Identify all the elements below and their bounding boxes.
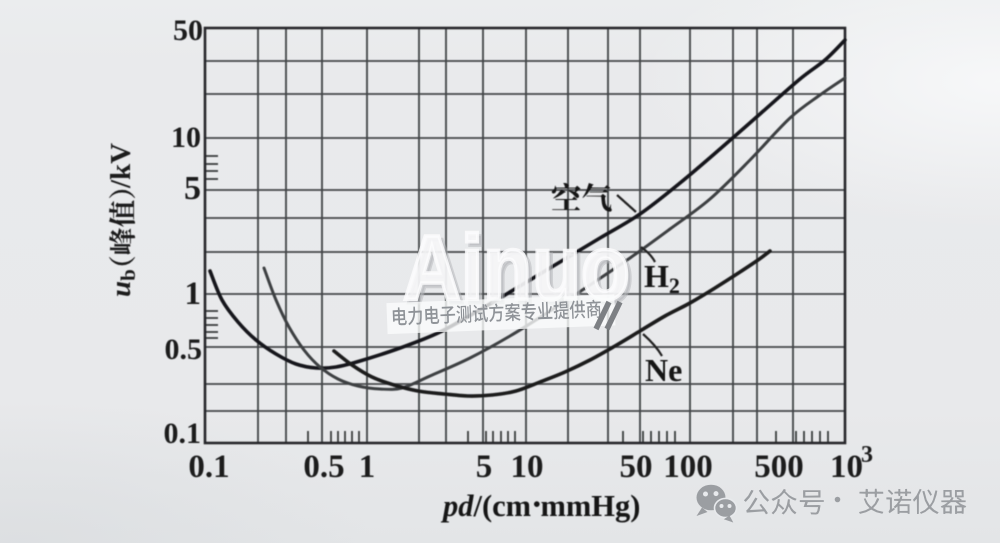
- svg-text:50: 50: [173, 14, 203, 47]
- svg-text:10: 10: [830, 449, 863, 485]
- svg-text:500: 500: [754, 449, 804, 485]
- svg-text:0.1: 0.1: [188, 449, 229, 485]
- svg-text:100: 100: [663, 449, 713, 485]
- svg-text:1: 1: [359, 449, 376, 485]
- svg-text:0.5: 0.5: [303, 449, 344, 485]
- svg-text:0.5: 0.5: [165, 333, 203, 366]
- svg-text:0.1: 0.1: [164, 417, 202, 450]
- svg-text:/kV: /kV: [105, 143, 137, 189]
- svg-text:50: 50: [620, 449, 653, 485]
- svg-text:10: 10: [511, 449, 544, 485]
- svg-text:1: 1: [185, 276, 202, 312]
- svg-text:10: 10: [171, 121, 201, 154]
- svg-text:pd/(cm•mmHg): pd/(cm•mmHg): [440, 489, 640, 523]
- svg-text:5: 5: [476, 449, 493, 485]
- svg-text:ub: ub: [105, 269, 140, 297]
- svg-text:H2: H2: [644, 258, 680, 298]
- svg-text:5: 5: [184, 170, 201, 207]
- svg-text:3: 3: [861, 442, 873, 468]
- svg-text:Ne: Ne: [645, 352, 682, 388]
